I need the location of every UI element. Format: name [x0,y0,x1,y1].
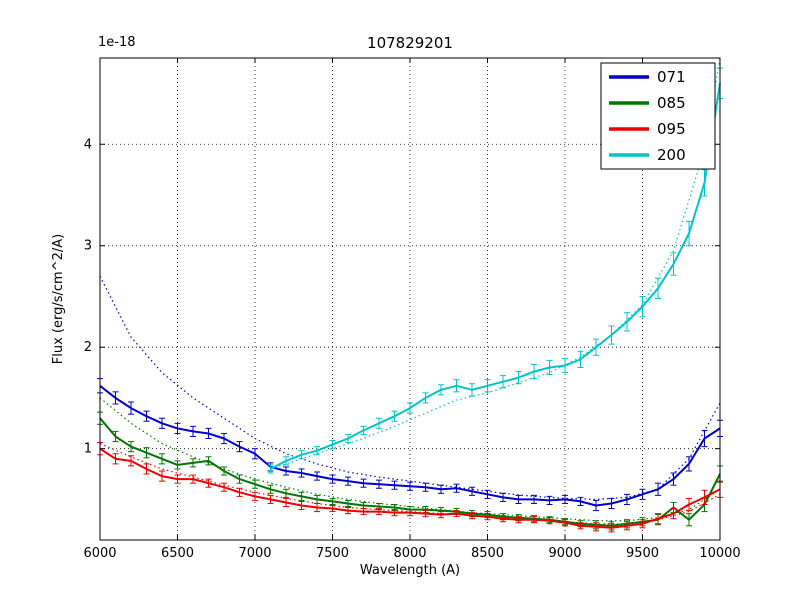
y-axis-label: Flux (erg/s/cm^2/A) [51,234,66,364]
x-tick-label: 6500 [161,546,194,561]
x-tick-label: 8000 [393,546,426,561]
series-line-071 [99,385,721,507]
x-tick-label: 10000 [699,546,740,561]
chart-title: 107829201 [367,34,453,52]
x-axis-label: Wavelength (A) [360,563,460,578]
series-071 [97,378,723,512]
legend-box [600,62,716,170]
series-line-200-model [270,57,721,470]
x-tick-label: 7000 [238,546,271,561]
y-tick-label: 4 [84,137,92,152]
series-line-095 [99,447,721,529]
series-200-model [270,57,721,470]
legend-label-085: 085 [657,94,686,112]
x-tick-label: 9500 [626,546,659,561]
series-095 [97,442,723,533]
series-line-071-model [99,275,721,500]
y-tick-label: 2 [84,340,92,355]
legend-label-200: 200 [657,146,686,164]
legend-label-071: 071 [657,68,686,86]
x-tick-label: 7500 [316,546,349,561]
x-tick-label: 6000 [83,546,116,561]
x-tick-label: 8500 [471,546,504,561]
y-tick-label: 1 [84,442,92,457]
offset-text: 1e-18 [98,35,136,50]
x-tick-label: 9000 [548,546,581,561]
axes-layer: 6000 6500 7000 7500 8000 8500 9000 9500 10000 1 2 3… [83,57,741,561]
y-tick-label: 3 [84,239,92,254]
series-200 [267,67,723,474]
legend-layer: 071 085 095 200 [600,62,716,170]
series-071-model [99,275,721,500]
series-line-200 [270,83,721,470]
legend-label-095: 095 [657,120,686,138]
